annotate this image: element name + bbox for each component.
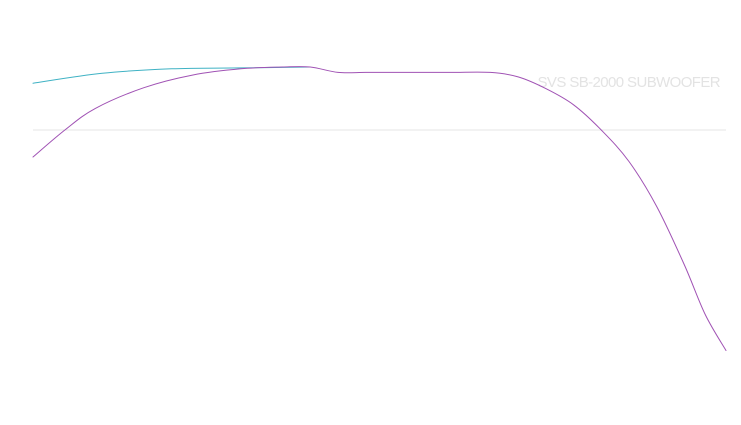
chart-title: SVS SB-2000 SUBWOOFER: [538, 74, 721, 91]
series-line-2: [32, 66, 727, 351]
series-line-1: [32, 66, 311, 84]
series-layer: [32, 66, 727, 351]
